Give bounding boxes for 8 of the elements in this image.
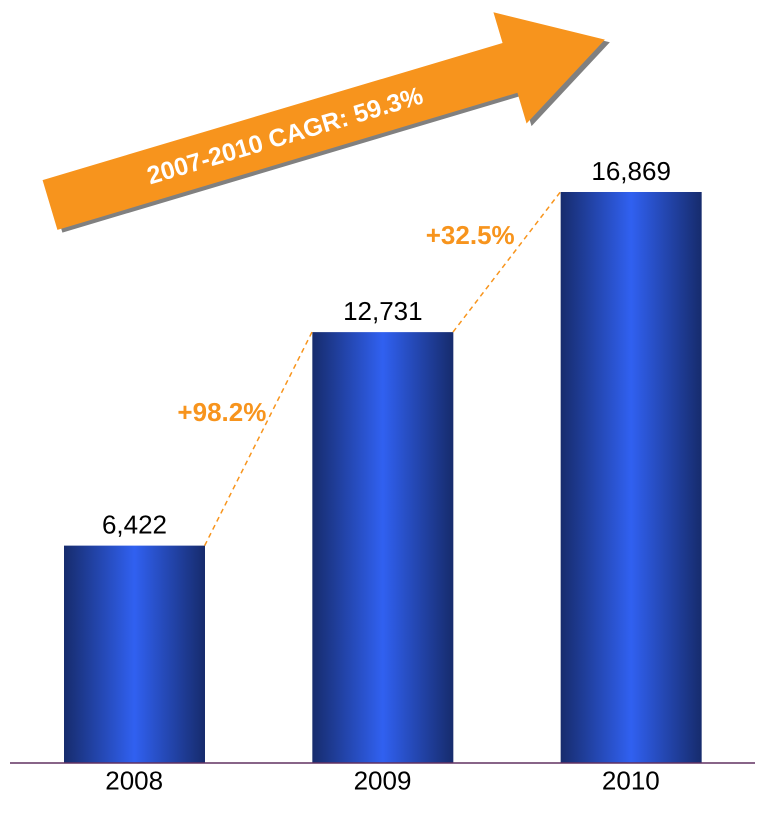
data-label: 16,869 <box>591 156 671 186</box>
data-label: 12,731 <box>343 296 423 326</box>
annotation: +98.2% <box>177 396 266 427</box>
x-tick-label: 2009 <box>354 765 412 796</box>
annotation: +32.5% <box>426 220 515 250</box>
x-tick-label: 2008 <box>105 765 164 796</box>
data-label: 6,422 <box>102 510 168 540</box>
x-tick-label: 2010 <box>602 765 660 796</box>
